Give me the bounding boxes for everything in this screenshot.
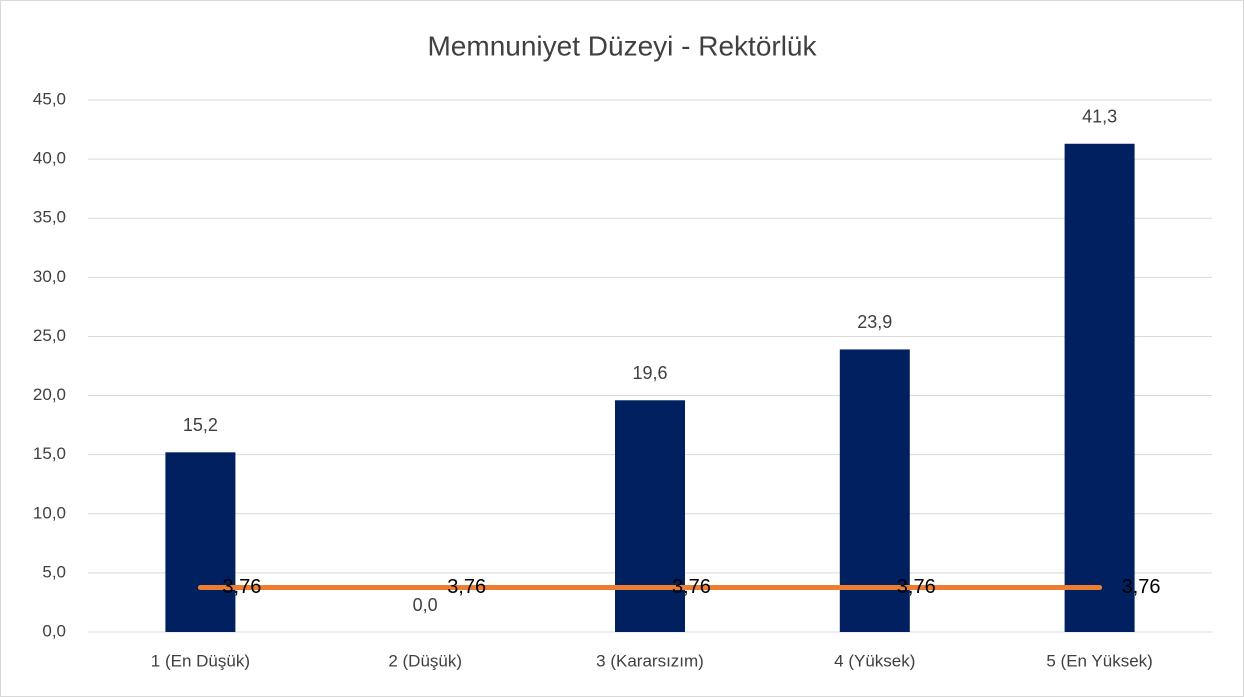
bar <box>615 400 685 632</box>
bar <box>165 452 236 632</box>
chart-title: Memnuniyet Düzeyi - Rektörlük <box>427 30 817 61</box>
bar-value-label: 23,9 <box>857 312 892 332</box>
y-tick-label: 25,0 <box>33 326 66 345</box>
bar <box>839 349 910 632</box>
y-tick-label: 5,0 <box>42 562 66 581</box>
y-tick-label: 10,0 <box>33 503 66 522</box>
x-tick-label: 4 (Yüksek) <box>834 651 915 670</box>
x-tick-label: 3 (Kararsızım) <box>596 651 704 670</box>
line-value-label: 3,76 <box>1122 576 1161 598</box>
bar <box>1064 143 1135 632</box>
line-value-label: 3,76 <box>222 576 261 598</box>
line-value-label: 3,76 <box>897 576 936 598</box>
y-tick-label: 45,0 <box>33 89 66 108</box>
x-tick-label: 1 (En Düşük) <box>151 651 250 670</box>
bar-value-label: 19,6 <box>632 363 667 383</box>
y-tick-label: 20,0 <box>33 385 66 404</box>
y-tick-label: 30,0 <box>33 267 66 286</box>
bar-value-label: 0,0 <box>413 595 438 615</box>
y-tick-label: 15,0 <box>33 444 66 463</box>
line-value-label: 3,76 <box>672 576 711 598</box>
y-tick-label: 40,0 <box>33 149 66 168</box>
y-tick-label: 35,0 <box>33 208 66 227</box>
bar-value-label: 41,3 <box>1082 106 1117 126</box>
x-tick-label: 2 (Düşük) <box>388 651 462 670</box>
bar-value-label: 15,2 <box>183 415 218 435</box>
line-value-label: 3,76 <box>447 576 486 598</box>
x-tick-label: 5 (En Yüksek) <box>1046 651 1152 670</box>
y-tick-label: 0,0 <box>42 621 66 640</box>
